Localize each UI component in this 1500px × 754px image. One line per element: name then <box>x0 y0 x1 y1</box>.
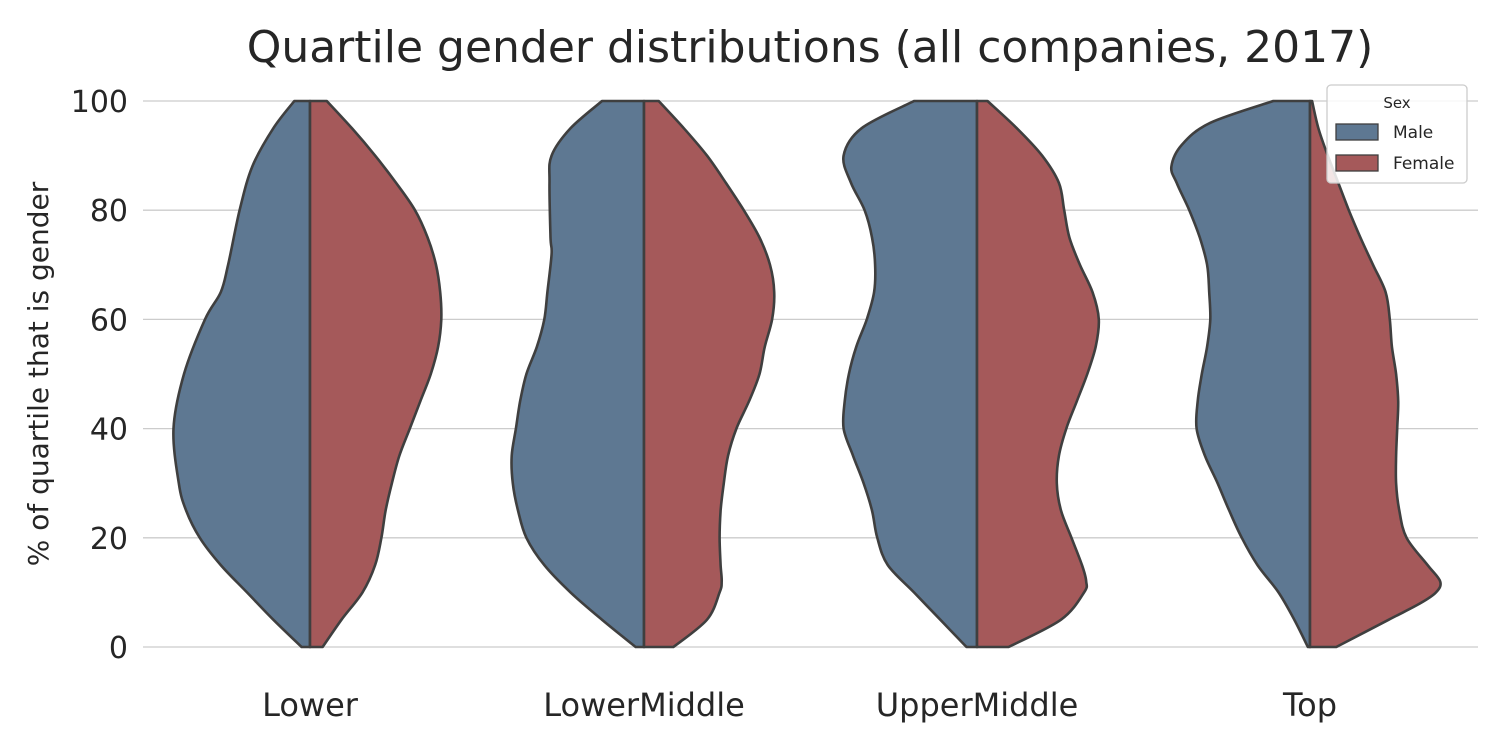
legend-swatch-female <box>1335 154 1379 172</box>
legend-title: Sex <box>1383 94 1410 112</box>
legend-label-male: Male <box>1393 123 1433 143</box>
legend-entries: Male Female <box>1335 123 1454 174</box>
y-tick-label: 80 <box>90 194 128 229</box>
violin-half-male-lowermiddle <box>510 99 646 649</box>
y-axis-label: % of quartile that is gender <box>22 181 55 566</box>
x-tick-label: UpperMiddle <box>876 686 1079 724</box>
x-tick-label: LowerMiddle <box>543 686 745 724</box>
y-tick-label: 60 <box>90 303 128 338</box>
x-tick-label: Lower <box>262 686 359 724</box>
violin-half-male-uppermiddle <box>841 99 979 649</box>
violin-half-female-top <box>1308 99 1442 649</box>
violin-half-male-lower <box>172 99 312 649</box>
chart-title: Quartile gender distributions (all compa… <box>247 22 1374 73</box>
violin-half-male-top <box>1169 99 1312 649</box>
y-tick-label: 0 <box>109 631 128 666</box>
legend: Sex Male Female <box>1326 84 1468 184</box>
violin-half-female-lower <box>308 99 443 649</box>
legend-label-female: Female <box>1393 154 1454 174</box>
x-tick-label: Top <box>1282 686 1337 724</box>
y-tick-label: 40 <box>90 413 128 448</box>
violins <box>172 99 1442 649</box>
violin-half-female-uppermiddle <box>975 99 1101 649</box>
violin-half-female-lowermiddle <box>642 99 776 649</box>
y-tick-label: 20 <box>90 522 128 557</box>
axes: Quartile gender distributions (all compa… <box>22 22 1373 724</box>
y-tick-label: 100 <box>71 85 128 120</box>
legend-swatch-male <box>1335 123 1379 141</box>
